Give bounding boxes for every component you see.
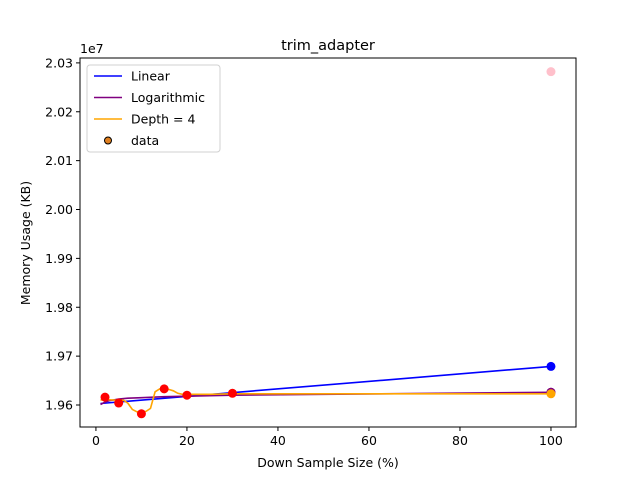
data-point	[136, 409, 146, 419]
legend-label: Logarithmic	[131, 90, 205, 105]
data-point	[182, 390, 192, 400]
legend-label: Depth = 4	[131, 112, 195, 127]
end-marker-depth-4	[546, 389, 556, 399]
data-point	[159, 384, 169, 394]
legend-swatch	[104, 136, 112, 145]
tick-layer: 0 20 40 60 80 100 1.96 1.97 1.98 1.99 2.00 2.01 2.02…	[45, 55, 563, 448]
legend-label: Linear	[131, 69, 171, 84]
data-point	[100, 392, 110, 402]
x-tick-label: 100	[539, 433, 563, 448]
x-tick-label: 80	[452, 433, 468, 448]
x-tick-label: 40	[270, 433, 286, 448]
outlier-point	[546, 67, 556, 77]
y-tick-label: 2.00	[45, 202, 73, 217]
end-marker-linear	[546, 361, 556, 371]
x-tick-label: 0	[92, 433, 100, 448]
chart-title: trim_adapter	[281, 38, 375, 54]
y-tick-label: 1.99	[45, 251, 73, 266]
y-tick-label: 2.01	[45, 153, 73, 168]
y-tick-label: 1.98	[45, 300, 73, 315]
data-point	[114, 398, 124, 408]
plot-area	[100, 67, 556, 419]
series-line-linear	[100, 365, 552, 405]
data-point	[227, 388, 237, 398]
legend-box	[86, 64, 221, 153]
x-tick-label: 20	[179, 433, 195, 448]
x-tick-label: 60	[361, 433, 377, 448]
legend-label: data	[131, 133, 159, 148]
y-tick-label: 2.03	[45, 55, 73, 70]
y-offset-label: 1e7	[80, 41, 104, 56]
x-axis-label: Down Sample Size (%)	[257, 455, 399, 470]
y-tick-label: 1.97	[45, 349, 73, 364]
y-tick-label: 2.02	[45, 104, 73, 119]
axes-frame	[79, 57, 577, 428]
y-tick-label: 1.96	[45, 398, 73, 413]
y-axis-label: Memory Usage (KB)	[18, 181, 33, 305]
legend: Linear Logarithmic Depth = 4 data	[86, 64, 221, 153]
